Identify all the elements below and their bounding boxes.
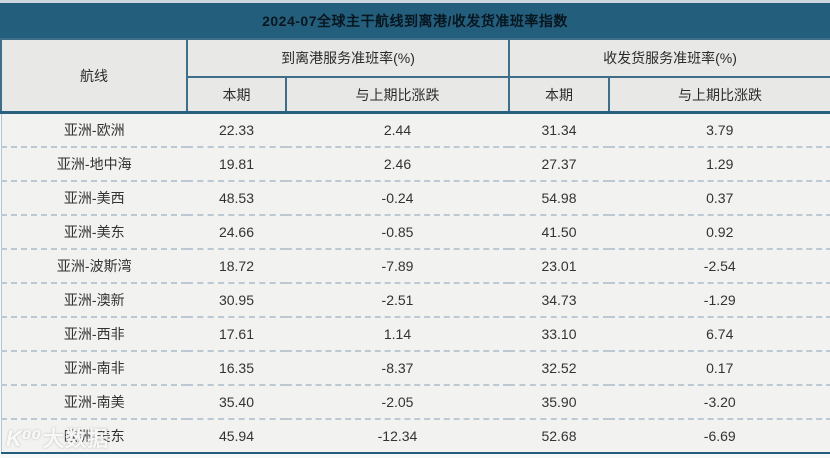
cell-route: 亚洲-澳新 xyxy=(0,282,187,317)
cell-route: 亚洲-美东 xyxy=(0,214,187,249)
col-header-cargo-change: 与上期比涨跌 xyxy=(608,76,830,114)
cell-route: 亚洲-西非 xyxy=(0,316,187,351)
table-header: 航线 到离港服务准班率(%) 收发货服务准班率(%) 本期 与上期比涨跌 本期 … xyxy=(0,38,830,114)
cell-departure-current: 30.95 xyxy=(187,282,286,317)
table-row: 亚洲-西非 17.61 1.14 33.10 6.74 xyxy=(0,316,830,351)
table-row: 亚洲-波斯湾 18.72 -7.89 23.01 -2.54 xyxy=(0,248,830,283)
cell-cargo-current: 34.73 xyxy=(509,282,609,317)
cell-route: 亚洲-美西 xyxy=(0,180,187,215)
cell-route: 亚洲-波斯湾 xyxy=(0,248,187,283)
cell-cargo-current: 35.90 xyxy=(509,384,609,419)
cell-departure-current: 48.53 xyxy=(187,180,286,215)
table-row: 亚洲-地中海 19.81 2.46 27.37 1.29 xyxy=(0,146,830,181)
cell-departure-current: 24.66 xyxy=(187,214,286,249)
table-row: 欧洲-美东 45.94 -12.34 52.68 -6.69 xyxy=(0,418,830,454)
cell-departure-change: -2.05 xyxy=(286,384,509,419)
cell-departure-change: 2.46 xyxy=(286,146,509,181)
cell-cargo-current: 33.10 xyxy=(509,316,609,351)
cell-cargo-current: 41.50 xyxy=(509,214,609,249)
cell-departure-change: -0.85 xyxy=(286,214,509,249)
col-group-cargo: 收发货服务准班率(%) xyxy=(508,38,830,78)
cell-cargo-change: 0.37 xyxy=(609,180,830,215)
cell-cargo-change: 6.74 xyxy=(609,316,830,351)
table-row: 亚洲-美东 24.66 -0.85 41.50 0.92 xyxy=(0,214,830,249)
cell-departure-current: 17.61 xyxy=(187,316,286,351)
cell-departure-current: 18.72 xyxy=(187,248,286,283)
cell-cargo-change: -1.29 xyxy=(609,282,830,317)
cell-cargo-current: 52.68 xyxy=(509,418,609,454)
cell-departure-current: 16.35 xyxy=(187,350,286,385)
cell-route: 欧洲-美东 xyxy=(0,418,187,454)
cell-departure-change: -2.51 xyxy=(286,282,509,317)
cell-cargo-change: 0.92 xyxy=(609,214,830,249)
cell-cargo-change: -2.54 xyxy=(609,248,830,283)
cell-departure-change: -0.24 xyxy=(286,180,509,215)
col-header-route: 航线 xyxy=(0,38,188,114)
cell-departure-change: 1.14 xyxy=(286,316,509,351)
table-row: 亚洲-南非 16.35 -8.37 32.52 0.17 xyxy=(0,350,830,385)
cell-cargo-change: -6.69 xyxy=(609,418,830,454)
table-row: 亚洲-美西 48.53 -0.24 54.98 0.37 xyxy=(0,180,830,215)
top-strip xyxy=(0,0,830,3)
cell-departure-current: 19.81 xyxy=(187,146,286,181)
title-band: 2024-07全球主干航线到离港/收发货准班率指数 xyxy=(0,3,830,38)
table-row: 亚洲-南美 35.40 -2.05 35.90 -3.20 xyxy=(0,384,830,419)
cell-departure-change: -7.89 xyxy=(286,248,509,283)
cell-departure-current: 45.94 xyxy=(187,418,286,454)
cell-cargo-change: -3.20 xyxy=(609,384,830,419)
cell-cargo-current: 54.98 xyxy=(509,180,609,215)
header-sub-row: 本期 与上期比涨跌 本期 与上期比涨跌 xyxy=(1,76,830,114)
table-row: 亚洲-澳新 30.95 -2.51 34.73 -1.29 xyxy=(0,282,830,317)
cell-departure-current: 22.33 xyxy=(187,112,286,147)
cell-route: 亚洲-欧洲 xyxy=(0,112,187,147)
cell-departure-change: -12.34 xyxy=(286,418,509,454)
cell-route: 亚洲-南美 xyxy=(0,384,187,419)
cell-cargo-current: 32.52 xyxy=(509,350,609,385)
cell-cargo-current: 27.37 xyxy=(509,146,609,181)
cell-cargo-change: 3.79 xyxy=(609,112,830,147)
cell-route: 亚洲-地中海 xyxy=(0,146,187,181)
col-header-cargo-current: 本期 xyxy=(508,76,610,114)
cell-departure-change: 2.44 xyxy=(286,112,509,147)
col-group-departure: 到离港服务准班率(%) xyxy=(186,38,510,78)
cell-cargo-change: 0.17 xyxy=(609,350,830,385)
punctuality-table: 航线 到离港服务准班率(%) 收发货服务准班率(%) 本期 与上期比涨跌 本期 … xyxy=(0,38,830,454)
cell-departure-change: -8.37 xyxy=(286,350,509,385)
cell-cargo-current: 23.01 xyxy=(509,248,609,283)
cell-cargo-current: 31.34 xyxy=(509,112,609,147)
col-header-departure-change: 与上期比涨跌 xyxy=(285,76,510,114)
cell-departure-current: 35.40 xyxy=(187,384,286,419)
table-row: 亚洲-欧洲 22.33 2.44 31.34 3.79 xyxy=(0,112,830,147)
table-body: 亚洲-欧洲 22.33 2.44 31.34 3.79 亚洲-地中海 19.81… xyxy=(0,112,830,454)
page-title: 2024-07全球主干航线到离港/收发货准班率指数 xyxy=(262,12,568,29)
cell-cargo-change: 1.29 xyxy=(609,146,830,181)
header-group-row: 航线 到离港服务准班率(%) 收发货服务准班率(%) xyxy=(0,38,830,114)
col-header-departure-current: 本期 xyxy=(186,76,287,114)
cell-route: 亚洲-南非 xyxy=(0,350,187,385)
